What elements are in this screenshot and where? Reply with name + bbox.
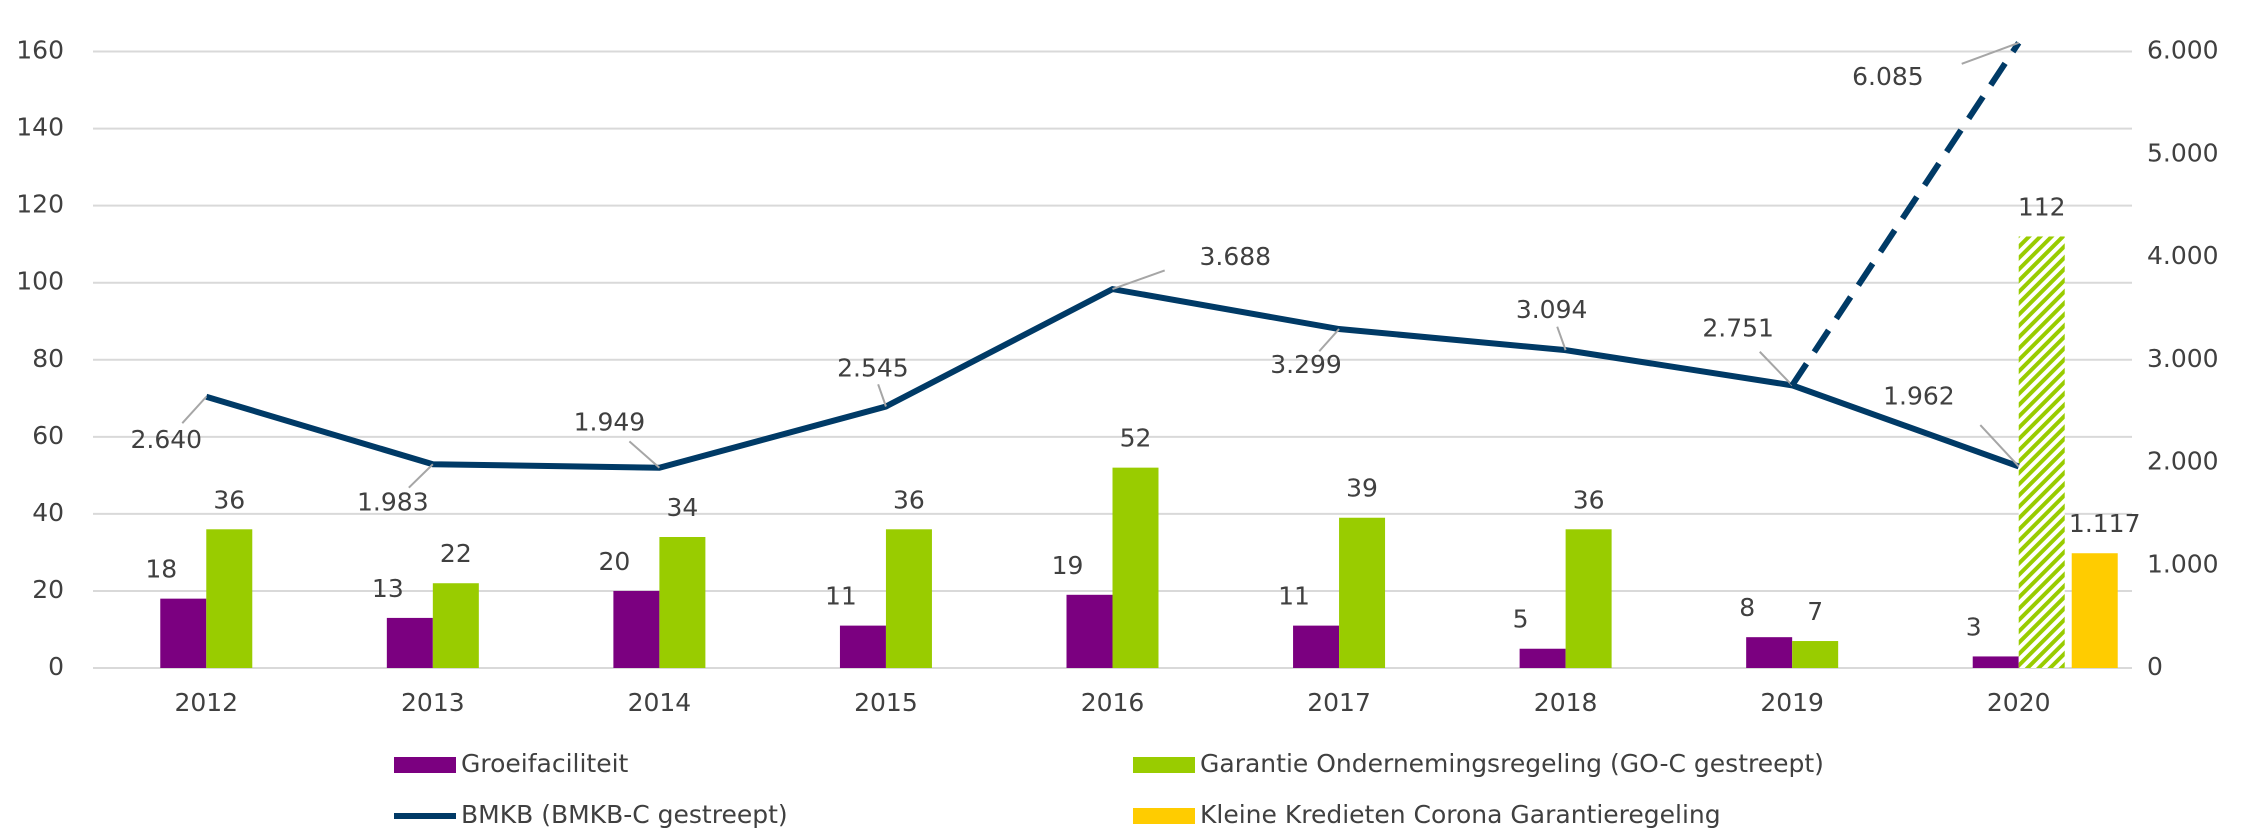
data-label: 1.983 — [357, 487, 429, 516]
data-label: 22 — [440, 539, 472, 568]
y2-tick-label: 3.000 — [2147, 344, 2219, 373]
leader-line — [1112, 269, 1166, 291]
y2-tick-label: 5.000 — [2147, 138, 2219, 167]
bar — [1519, 648, 1566, 668]
leader-line — [408, 463, 434, 489]
data-label: 2.640 — [130, 425, 202, 454]
bar — [1792, 641, 1839, 668]
data-label: 2.751 — [1702, 313, 1774, 342]
bar — [1565, 529, 1612, 668]
bar — [386, 617, 433, 668]
y2-tick-label: 1.000 — [2147, 549, 2219, 578]
data-label: 19 — [1052, 551, 1084, 580]
data-label: 1.962 — [1883, 381, 1955, 410]
legend-swatch — [1133, 808, 1195, 824]
bar — [1746, 637, 1793, 668]
legend-label: Kleine Kredieten Corona Garantieregeling — [1200, 800, 1721, 829]
bar — [1066, 594, 1113, 668]
bar — [2018, 236, 2065, 668]
data-label: 18 — [145, 555, 177, 584]
y-tick-label: 100 — [16, 267, 64, 296]
x-tick-label: 2018 — [1534, 688, 1598, 717]
data-label: 39 — [1346, 474, 1378, 503]
leader-line — [1318, 328, 1340, 352]
bar — [1112, 467, 1159, 668]
data-label: 11 — [825, 582, 857, 611]
bar — [206, 529, 253, 668]
data-label: 20 — [598, 547, 630, 576]
data-label: 2.545 — [837, 354, 909, 383]
bar — [2071, 553, 2118, 668]
y-tick-label: 0 — [48, 652, 64, 681]
bar — [613, 590, 660, 668]
x-tick-label: 2017 — [1307, 688, 1371, 717]
data-label: 7 — [1807, 597, 1823, 626]
x-tick-label: 2015 — [854, 688, 918, 717]
bar — [1339, 517, 1386, 668]
y2-tick-label: 4.000 — [2147, 241, 2219, 270]
data-label: 36 — [213, 485, 245, 514]
y-tick-label: 120 — [16, 190, 64, 219]
data-label: 52 — [1120, 424, 1152, 453]
x-tick-label: 2020 — [1987, 688, 2051, 717]
leader-line — [1961, 41, 2020, 65]
x-tick-label: 2014 — [628, 688, 692, 717]
bar — [432, 583, 479, 668]
x-tick-label: 2013 — [401, 688, 465, 717]
legend-swatch — [394, 757, 456, 773]
y-tick-label: 160 — [16, 36, 64, 65]
y-tick-label: 60 — [32, 421, 64, 450]
data-label: 11 — [1278, 582, 1310, 611]
leader-line — [1759, 351, 1793, 387]
leader-line — [1979, 424, 2020, 468]
legend-label: BMKB (BMKB-C gestreept) — [461, 800, 788, 829]
bar — [160, 598, 207, 668]
y-tick-label: 40 — [32, 498, 64, 527]
y-tick-label: 20 — [32, 575, 64, 604]
data-label: 3.094 — [1516, 295, 1588, 324]
x-tick-label: 2012 — [174, 688, 238, 717]
leader-line — [181, 396, 208, 424]
bar — [1972, 656, 2019, 668]
data-label: 6.085 — [1852, 62, 1924, 91]
y2-tick-label: 2.000 — [2147, 447, 2219, 476]
y2-tick-label: 0 — [2147, 652, 2163, 681]
bar — [885, 529, 932, 668]
leader-line — [877, 383, 887, 407]
data-label: 34 — [666, 493, 698, 522]
legend-label: Garantie Ondernemingsregeling (GO-C gest… — [1200, 749, 1824, 778]
leader-line — [628, 440, 661, 469]
data-label: 8 — [1739, 593, 1755, 622]
data-label: 1.949 — [574, 408, 646, 437]
x-tick-label: 2019 — [1760, 688, 1824, 717]
y-tick-label: 80 — [32, 344, 64, 373]
x-tick-label: 2016 — [1081, 688, 1145, 717]
legend-swatch — [1133, 757, 1195, 773]
bar — [839, 625, 886, 668]
data-label: 36 — [893, 485, 925, 514]
bar — [1293, 625, 1340, 668]
data-label: 3.688 — [1200, 242, 1272, 271]
data-label: 112 — [2018, 192, 2066, 221]
data-label: 13 — [372, 574, 404, 603]
leader-line — [1556, 326, 1567, 351]
bar — [659, 537, 706, 668]
y2-tick-label: 6.000 — [2147, 36, 2219, 65]
data-label: 3 — [1966, 612, 1982, 641]
data-label: 3.299 — [1270, 350, 1342, 379]
data-label: 5 — [1513, 605, 1529, 634]
y-tick-label: 140 — [16, 113, 64, 142]
dashed-line — [1789, 41, 2022, 388]
legend-label: Groeifaciliteit — [461, 749, 629, 778]
data-label: 1.117 — [2069, 509, 2141, 538]
data-label: 36 — [1573, 485, 1605, 514]
